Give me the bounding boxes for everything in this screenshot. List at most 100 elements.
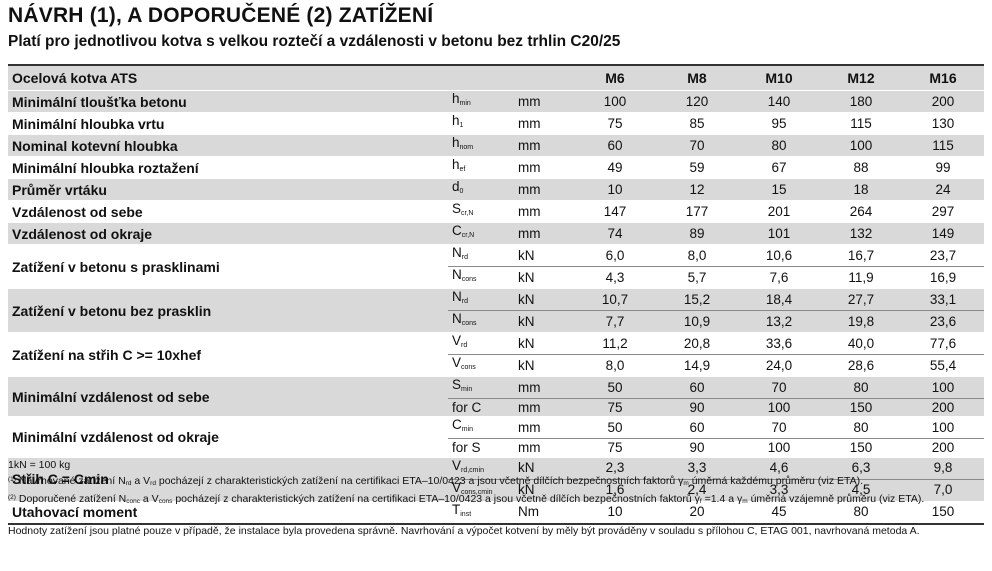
symbol-subscript: rd	[461, 298, 468, 305]
symbol-subscript: inst	[460, 510, 472, 518]
unit-cell: mm	[514, 90, 574, 113]
value-cell: 4,5	[820, 479, 902, 502]
symbol: for C	[452, 399, 482, 415]
value-cell: 18,4	[738, 288, 820, 311]
symbol: N	[452, 311, 462, 326]
unit-cell: kN	[514, 479, 574, 502]
symbol-cell: Nrd	[448, 244, 514, 267]
symbol-cell: Ccr,N	[448, 222, 514, 245]
value-cell: 7,7	[574, 310, 656, 333]
value-cell: 10	[574, 501, 656, 525]
symbol-subscript: min	[461, 426, 474, 434]
symbol: C	[452, 223, 462, 238]
header-size: M6	[574, 64, 656, 91]
symbol-subscript: 1	[459, 122, 464, 129]
symbol-subscript: min	[461, 386, 473, 393]
symbol-subscript: ef	[459, 166, 466, 173]
table-row: Zatížení v betonu s prasklinami Nrd kN 6,0 8…	[8, 244, 984, 289]
value-cell: 60	[656, 376, 738, 399]
symbol-cell: h1	[448, 112, 514, 135]
symbol-cell: Tinst	[448, 501, 514, 525]
symbol-subscript: min	[459, 100, 471, 107]
value-cell: 147	[574, 200, 656, 223]
symbol: for S	[452, 440, 481, 456]
value-cell: 18	[820, 178, 902, 201]
table-row: Ncons kN 7,7 10,9 13,2 19,8 23,6	[8, 310, 984, 333]
symbol: V	[452, 333, 462, 348]
symbol-cell: hnom	[448, 134, 514, 157]
value-cell: 95	[738, 112, 820, 135]
value-cell: 70	[656, 134, 738, 157]
unit-cell: mm	[514, 156, 574, 179]
symbol: N	[452, 245, 462, 260]
value-cell: 90	[656, 398, 738, 418]
value-cell: 4,6	[738, 457, 820, 480]
symbol-subscript: cons	[461, 364, 476, 371]
symbol-cell: Ncons	[448, 310, 514, 333]
value-cell: 99	[902, 156, 984, 179]
note-design-load: (1) Navrhované zatížení Nrd a Vrd pocház…	[8, 474, 864, 487]
value-cell: 16,9	[902, 266, 984, 289]
value-cell: 60	[656, 416, 738, 440]
value-cell: 80	[820, 416, 902, 440]
symbol: S	[452, 201, 462, 216]
row-label: Minimální tloušťka betonu	[8, 90, 448, 113]
value-cell: 100	[820, 134, 902, 157]
value-cell: 90	[656, 438, 738, 458]
value-cell: 28,6	[820, 354, 902, 377]
symbol-subscript: nom	[459, 144, 474, 151]
row-label: Zatížení v betonu bez prasklin	[8, 288, 448, 333]
unit-cell: kN	[514, 266, 574, 289]
value-cell: 6,0	[574, 244, 656, 267]
value-cell: 55,4	[902, 354, 984, 377]
value-cell: 12	[656, 178, 738, 201]
symbol-cell: Ncons	[448, 266, 514, 289]
value-cell: 200	[902, 438, 984, 458]
value-cell: 100	[574, 90, 656, 113]
header-product-name: Ocelová kotva ATS	[8, 64, 448, 91]
value-cell: 2,3	[574, 457, 656, 480]
symbol-cell: hef	[448, 156, 514, 179]
value-cell: 27,7	[820, 288, 902, 311]
value-cell: 77,6	[902, 332, 984, 355]
value-cell: 60	[574, 134, 656, 157]
symbol-subscript: cr,N	[461, 210, 474, 217]
table-row: Vcons,cmin kN 1,6 2,4 3,3 4,5 7,0	[8, 479, 984, 502]
value-cell: 140	[738, 90, 820, 113]
note-recommended-load: (2) Doporučené zatížení Nconc a Vcons po…	[8, 493, 925, 505]
unit-cell: kN	[514, 332, 574, 355]
symbol: N	[452, 267, 462, 282]
row-label: Nominal kotevní hloubka	[8, 134, 448, 157]
value-cell: 40,0	[820, 332, 902, 355]
value-cell: 6,3	[820, 457, 902, 480]
table-row: Minimální tloušťka betonu hmin mm 100 120 140…	[8, 90, 984, 113]
value-cell: 70	[738, 416, 820, 440]
value-cell: 8,0	[574, 354, 656, 377]
value-cell: 4,3	[574, 266, 656, 289]
value-cell: 201	[738, 200, 820, 223]
value-cell: 2,4	[656, 479, 738, 502]
table-row: Vzdálenost od okraje Ccr,N mm 74 89 101 132 149	[8, 222, 984, 245]
value-cell: 200	[902, 398, 984, 418]
value-cell: 100	[738, 438, 820, 458]
value-cell: 89	[656, 222, 738, 245]
unit-cell: kN	[514, 244, 574, 267]
row-label: Minimální vzdálenost od okraje	[8, 416, 448, 458]
symbol: h	[452, 91, 460, 106]
symbol-subscript: rd	[461, 342, 468, 349]
symbol-subscript: cons,cmin	[461, 488, 493, 496]
value-cell: 13,2	[738, 310, 820, 333]
value-cell: 177	[656, 200, 738, 223]
unit-cell: mm	[514, 438, 574, 458]
header-size: M8	[656, 64, 738, 91]
value-cell: 264	[820, 200, 902, 223]
footnotes: 1kN = 100 kg (1) Navrhované zatížení Nrd…	[8, 458, 968, 538]
symbol: V	[452, 479, 462, 495]
unit-cell: mm	[514, 376, 574, 399]
value-cell: 24	[902, 178, 984, 201]
value-cell: 150	[820, 398, 902, 418]
value-cell: 149	[902, 222, 984, 245]
table-row: Minimální hloubka vrtu h1 mm 75 85 95 115 130	[8, 112, 984, 135]
row-label: Minimální hloubka vrtu	[8, 112, 448, 135]
value-cell: 20	[656, 501, 738, 525]
